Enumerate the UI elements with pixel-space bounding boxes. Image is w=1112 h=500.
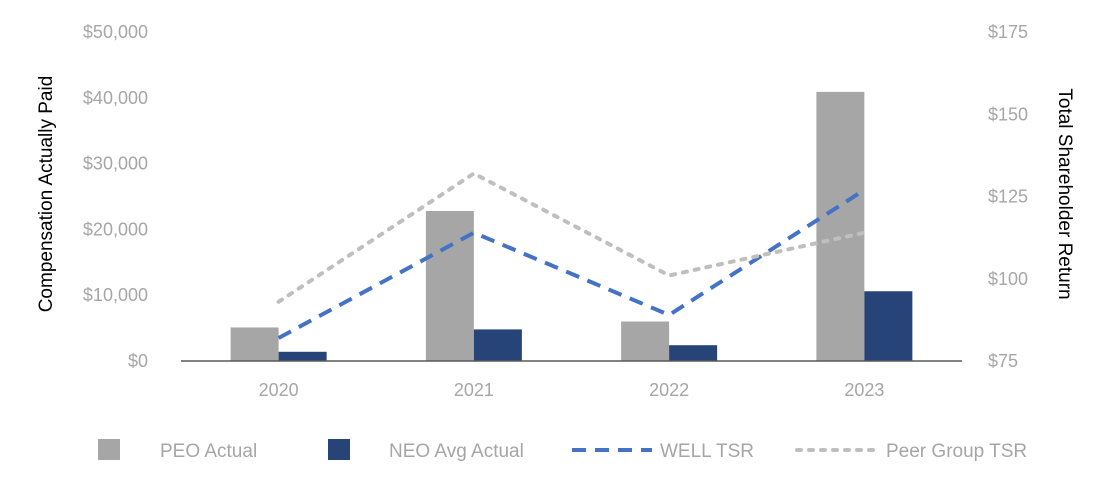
x-tick-label: 2021 [454,380,494,400]
legend-swatch-neo-avg-actual [328,439,350,460]
bar-peo-actual-2022 [621,321,670,361]
bar-peo-actual-2020 [230,327,279,361]
legend-label-well-tsr: WELL TSR [660,441,754,462]
legend-label-peo-actual: PEO Actual [160,441,257,462]
bar-neo-avg-actual-2021 [473,329,522,361]
x-axis-ticks: 2020 2021 2022 2023 [259,380,885,400]
lines [276,171,867,340]
left-axis-title: Compensation Actually Paid [36,76,57,313]
left-tick-label: $20,000 [83,219,148,239]
legend-swatch-peo-actual [98,439,120,460]
bar-neo-avg-actual-2022 [669,345,718,361]
legend-label-neo-avg-actual: NEO Avg Actual [389,441,524,462]
line-peer-group-tsr [276,171,867,304]
left-tick-label: $50,000 [83,22,148,42]
right-tick-label: $150 [988,104,1028,124]
left-axis-ticks: $0 $10,000 $20,000 $30,000 $40,000 $50,000 [83,22,148,371]
right-tick-label: $100 [988,269,1028,289]
x-tick-label: 2022 [649,380,689,400]
right-tick-label: $75 [988,351,1018,371]
bar-peo-actual-2023 [816,91,865,362]
bar-neo-avg-actual-2020 [278,351,327,361]
right-tick-label: $175 [988,22,1028,42]
right-tick-label: $125 [988,187,1028,207]
legend-label-peer-group-tsr: Peer Group TSR [886,441,1027,462]
x-tick-label: 2020 [259,380,299,400]
line-well-tsr [277,188,866,340]
left-tick-label: $10,000 [83,285,148,305]
right-axis-title: Total Shareholder Return [1054,88,1075,299]
right-axis-ticks: $75 $100 $125 $150 $175 [988,22,1028,371]
legend: PEO Actual NEO Avg Actual WELL TSR Peer Gro… [98,439,1027,462]
x-tick-label: 2023 [844,380,884,400]
left-tick-label: $30,000 [83,154,148,174]
bar-neo-avg-actual-2023 [864,291,913,361]
bar-peo-actual-2021 [425,210,474,361]
left-tick-label: $0 [128,351,148,371]
left-tick-label: $40,000 [83,88,148,108]
